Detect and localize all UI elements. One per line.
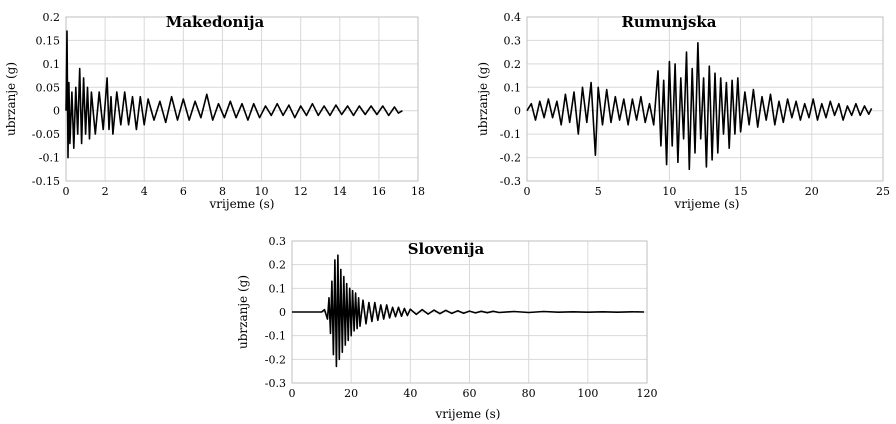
y-tick-label: -0.15 [32, 175, 60, 188]
x-tick-label: 18 [411, 185, 425, 198]
y-tick-label: -0.2 [500, 152, 521, 165]
chart-makedonija: 0.20.150.10.050-0.05-0.1-0.150 2 4 6 8 10 12 14… [4, 11, 425, 211]
x-tick-label: 4 [141, 185, 148, 198]
x-tick-label: 40 [403, 387, 417, 400]
y-tick-label: 0.4 [504, 11, 522, 24]
x-axis-label: vrijeme (s) [674, 197, 740, 211]
x-tick-label: 2 [102, 185, 109, 198]
y-axis-label: ubrzanje (g) [4, 62, 18, 136]
y-tick-label: -0.1 [265, 330, 286, 343]
y-tick-label: 0 [53, 105, 60, 118]
y-tick-label: -0.2 [265, 353, 286, 366]
y-tick-label: 0.1 [43, 58, 61, 71]
x-tick-label: 6 [180, 185, 187, 198]
chart-slovenija: 0.30.20.10-0.1-0.2-0.30 20 40 60 80 100 120 Sl… [236, 235, 658, 421]
y-axis-label: ubrzanje (g) [476, 62, 490, 136]
y-tick-label: 0.1 [504, 81, 522, 94]
x-axis-label: vrijeme (s) [435, 407, 501, 421]
x-tick-label: 0 [289, 387, 296, 400]
x-tick-label: 5 [595, 185, 602, 198]
plot-frame [526, 16, 884, 182]
y-tick-label: 0 [279, 306, 286, 319]
x-tick-label: 12 [294, 185, 308, 198]
x-axis-label: vrijeme (s) [209, 197, 275, 211]
y-tick-label: 0 [514, 105, 521, 118]
chart-title: Rumunjska [621, 13, 716, 31]
series-line-makedonija [65, 30, 403, 159]
x-tick-label: 100 [577, 387, 598, 400]
series-line-slovenija [292, 254, 645, 368]
y-tick-label: 0.2 [269, 259, 287, 272]
x-tick-label: 14 [333, 185, 347, 198]
x-tick-label: 10 [662, 185, 676, 198]
x-tick-label: 15 [734, 185, 748, 198]
y-tick-label: -0.1 [500, 128, 521, 141]
x-tick-label: 20 [805, 185, 819, 198]
plot-frame [65, 16, 419, 182]
y-tick-label: 0.2 [504, 58, 522, 71]
chart-title: Slovenija [408, 240, 485, 258]
x-tick-label: 10 [255, 185, 269, 198]
x-tick-label: 120 [637, 387, 658, 400]
x-tick-label: 16 [372, 185, 386, 198]
y-tick-label: -0.3 [265, 377, 286, 390]
y-tick-label: 0.05 [36, 81, 61, 94]
y-tick-label: 0.3 [269, 235, 287, 248]
x-tick-label: 0 [63, 185, 70, 198]
y-tick-label: -0.1 [39, 152, 60, 165]
x-tick-label: 25 [876, 185, 890, 198]
x-tick-label: 20 [344, 387, 358, 400]
series-line-rumunjska [526, 42, 873, 171]
y-tick-label: 0.2 [43, 11, 61, 24]
y-tick-label: -0.3 [500, 175, 521, 188]
x-tick-label: 8 [219, 185, 226, 198]
y-tick-label: 0.15 [36, 34, 61, 47]
x-tick-label: 0 [524, 185, 531, 198]
y-tick-label: -0.05 [32, 128, 60, 141]
chart-title: Makedonija [166, 13, 265, 31]
y-axis-label: ubrzanje (g) [236, 275, 250, 349]
x-tick-label: 80 [522, 387, 536, 400]
y-tick-label: 0.1 [269, 282, 287, 295]
y-tick-label: 0.3 [504, 34, 522, 47]
x-tick-label: 60 [463, 387, 477, 400]
chart-rumunjska: 0.40.30.20.10-0.1-0.2-0.30 5 10 15 20 25 Rumu… [476, 11, 890, 211]
